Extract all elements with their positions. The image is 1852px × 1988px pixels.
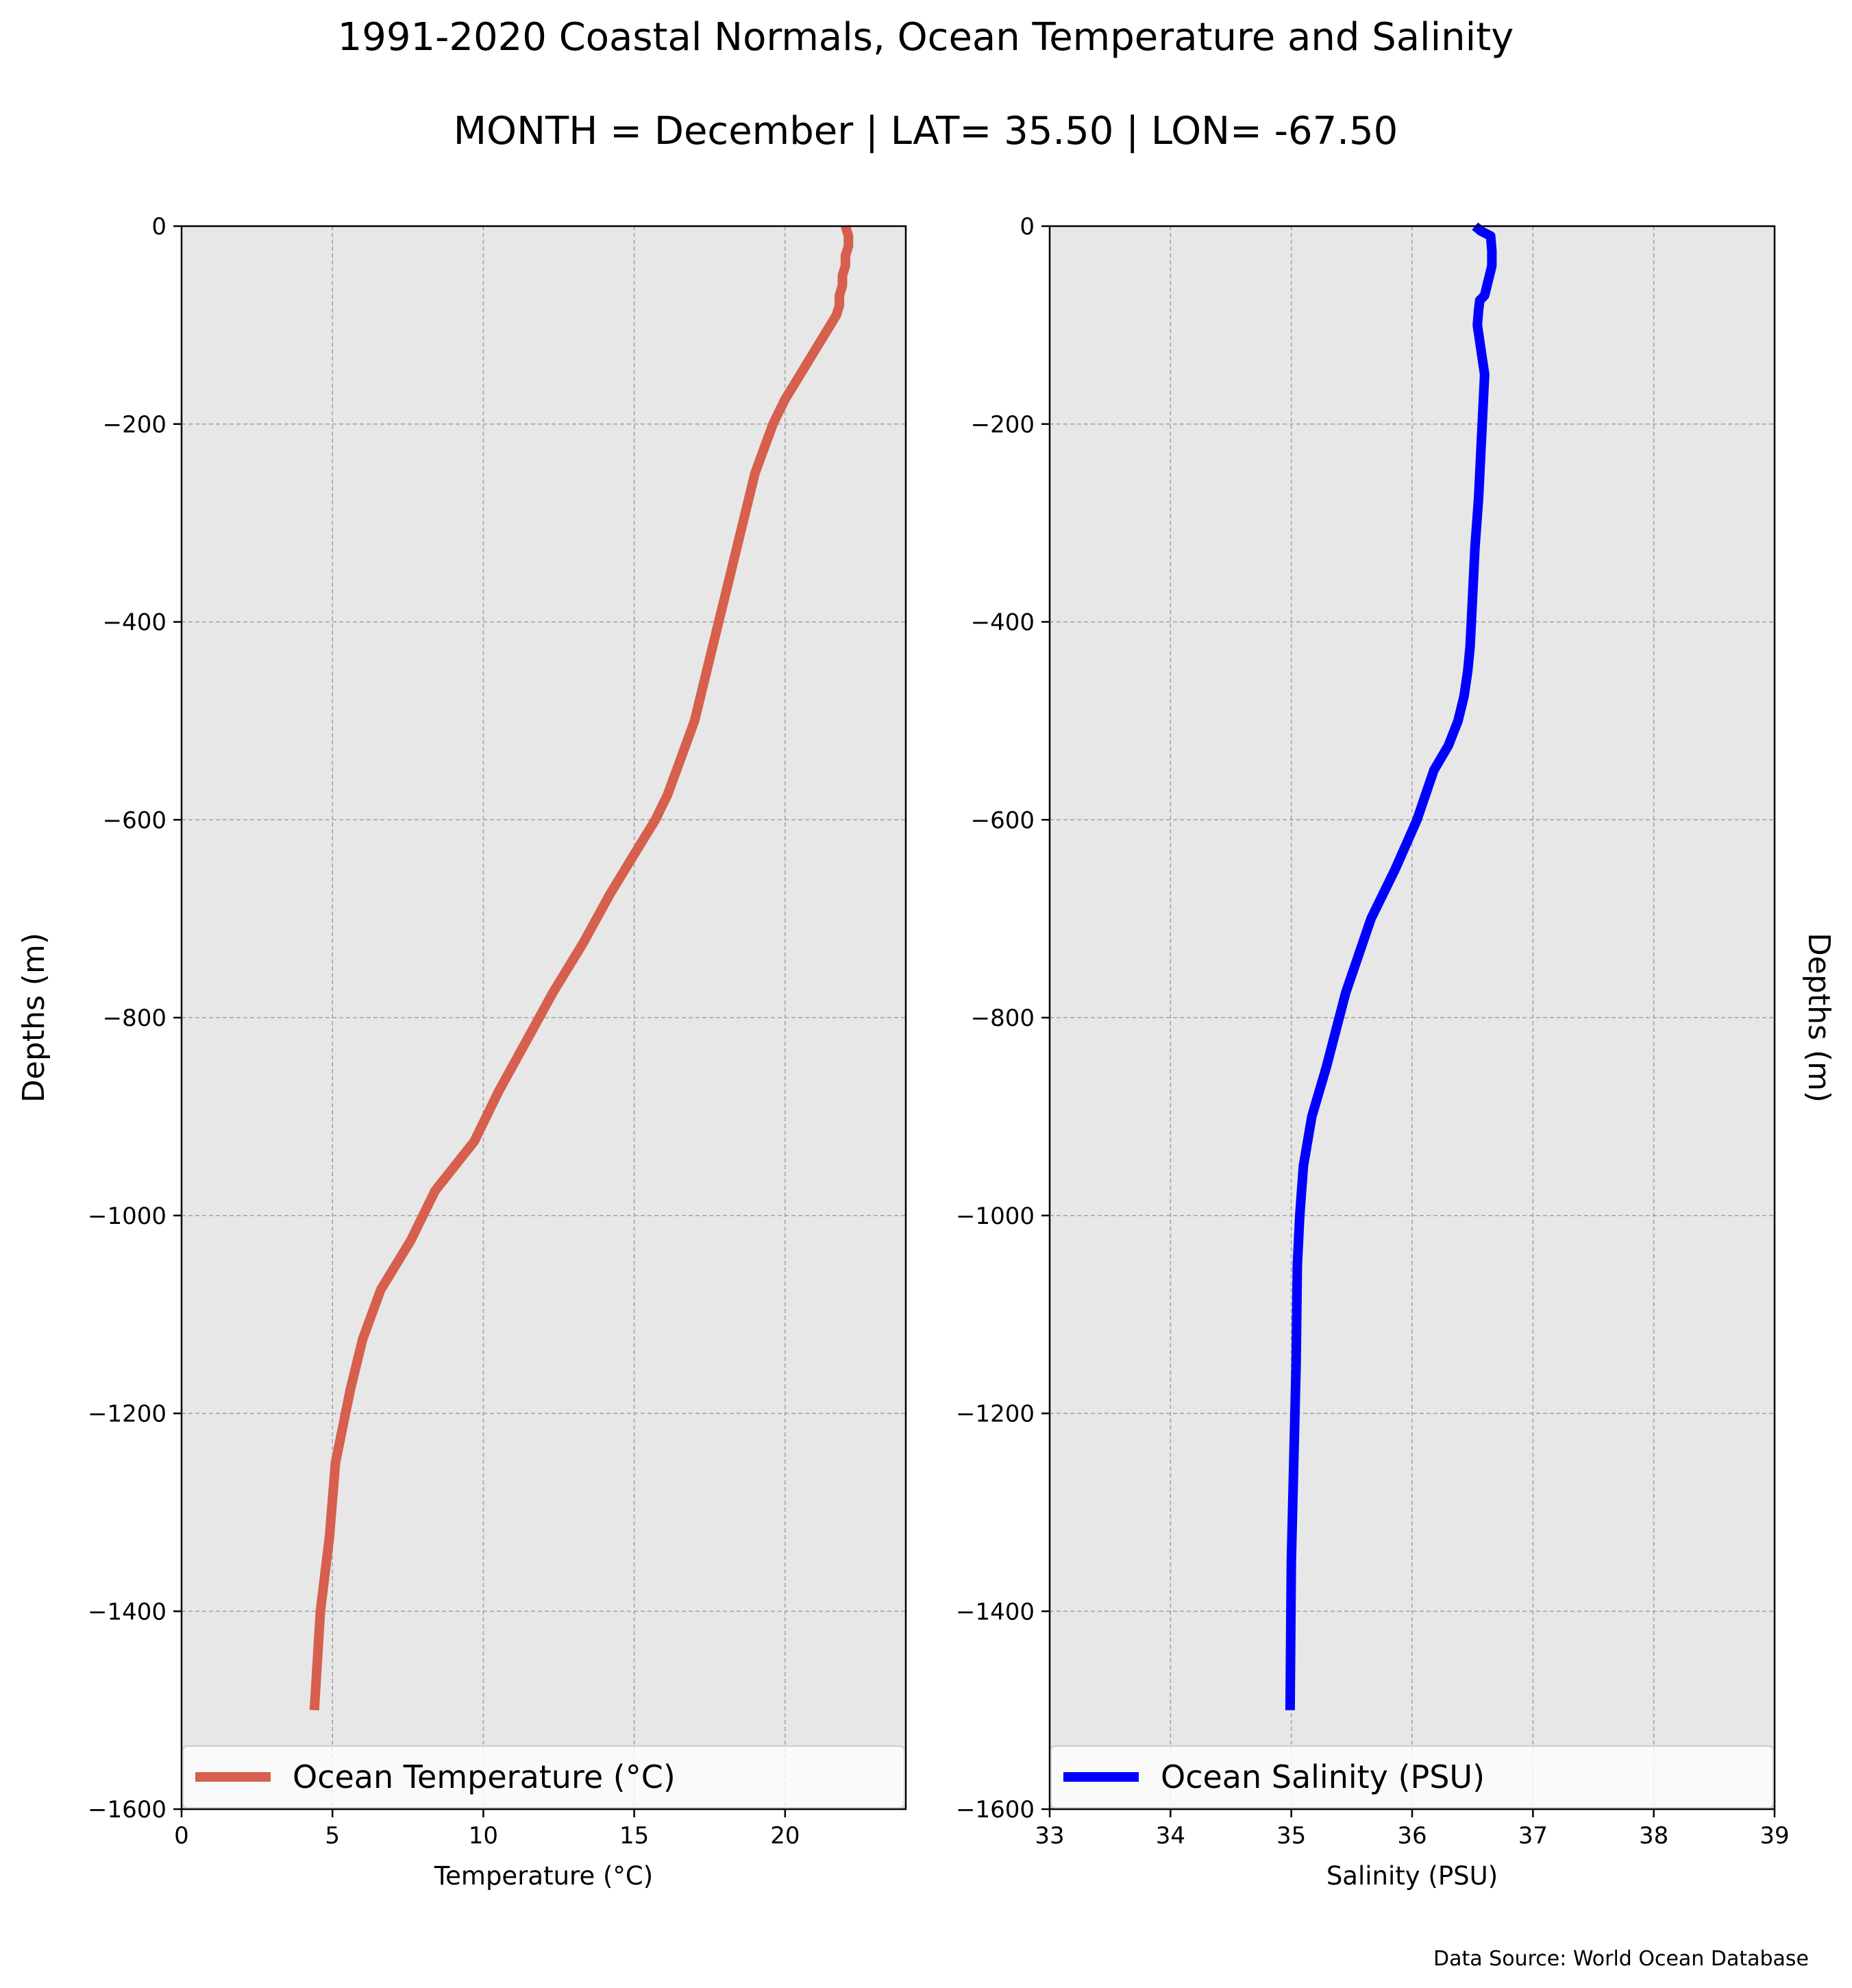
data-source-note: Data Source: World Ocean Database [1433,1947,1809,1971]
salinity-series-line [1285,222,1497,1710]
salinity-y-tick-label: −1000 [956,1203,1035,1230]
salinity-y-tick-label: 0 [1020,213,1035,241]
salinity-panel: 33 34 35 36 37 38 39 0 −200 −400 −600 −800 −1000 −120… [956,213,1836,1891]
salinity-legend: Ocean Salinity (PSU) [1050,1745,1774,1808]
salinity-x-tick-label: 35 [1276,1822,1306,1850]
temperature-y-tick-label: 0 [151,213,166,241]
temperature-legend: Ocean Temperature (°C) [182,1745,905,1808]
salinity-y-tick-label: −1400 [956,1598,1035,1625]
temperature-y-tick-label: −1000 [88,1203,166,1230]
temperature-legend-box [182,1745,905,1808]
salinity-x-tick-label: 36 [1397,1822,1427,1850]
temperature-panel: 0 5 10 15 20 0 −200 −400 −600 −800 −1000 −1200 −1400… [16,213,907,1891]
temperature-y-tick-label: −1400 [88,1598,166,1625]
temperature-x-tick-label: 10 [469,1822,498,1850]
temperature-x-tick-label: 0 [174,1822,189,1850]
salinity-y-tick-label: −1200 [956,1401,1035,1428]
temperature-x-axis-label: Temperature (°C) [434,1861,653,1891]
salinity-y-tick-label: −200 [971,411,1035,439]
temperature-y-tick-label: −1200 [88,1401,166,1428]
temperature-y-axis-label: Depths (m) [16,933,51,1103]
temperature-y-tick-label: −800 [103,1005,166,1032]
temperature-x-tick-label: 15 [619,1822,649,1850]
temperature-y-tick-label: −600 [103,807,166,834]
salinity-x-tick-label: 37 [1518,1822,1548,1850]
figure-subtitle: MONTH = December | LAT= 35.50 | LON= -67… [454,109,1398,154]
temperature-series-line [309,224,854,1711]
salinity-legend-box [1050,1745,1774,1808]
salinity-x-axis-label: Salinity (PSU) [1326,1861,1498,1891]
salinity-y-tick-label: −400 [971,609,1035,637]
temperature-y-tick-label: −400 [103,609,166,637]
salinity-y-axis-label: Depths (m) [1801,933,1836,1103]
temperature-x-tick-label: 20 [770,1822,800,1850]
salinity-legend-label: Ocean Salinity (PSU) [1161,1758,1485,1795]
figure-title: 1991-2020 Coastal Normals, Ocean Tempera… [338,15,1514,60]
temperature-x-tick-label: 5 [325,1822,340,1850]
salinity-x-tick-label: 34 [1156,1822,1185,1850]
salinity-y-tick-label: −800 [971,1005,1035,1032]
temperature-legend-label: Ocean Temperature (°C) [293,1758,676,1795]
salinity-x-tick-label: 38 [1639,1822,1668,1850]
salinity-y-tick-label: −1600 [956,1796,1035,1824]
temperature-y-tick-label: −200 [103,411,166,439]
salinity-x-tick-label: 39 [1760,1822,1789,1850]
salinity-x-tick-label: 33 [1035,1822,1064,1850]
salinity-y-tick-label: −600 [971,807,1035,834]
temperature-y-tick-label: −1600 [88,1796,166,1824]
